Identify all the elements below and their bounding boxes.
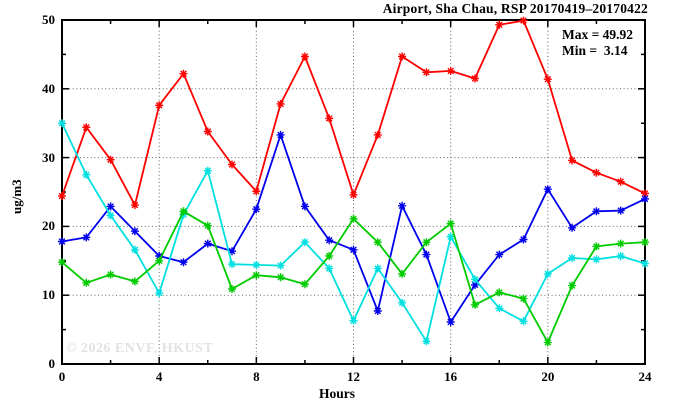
series-blue-markers	[58, 130, 649, 326]
min-value-label: Min = 3.14	[562, 43, 628, 58]
watermark: © 2026 ENVF, HKUST	[66, 341, 214, 356]
max-min-annotation: Max = 49.92 Min = 3.14	[562, 27, 633, 59]
max-value-label: Max = 49.92	[562, 27, 634, 42]
y-tick-label: 20	[42, 218, 55, 234]
x-axis-title: Hours	[318, 386, 355, 401]
y-tick-label: 50	[42, 12, 55, 27]
series-red-markers	[58, 16, 649, 210]
x-tick-label: 0	[58, 369, 66, 384]
x-tick-label: 16	[444, 369, 458, 384]
series-red-line	[61, 19, 646, 207]
y-tick-label: 0	[48, 356, 56, 371]
x-tick-label: 20	[541, 369, 555, 384]
y-tick-label: 30	[42, 149, 55, 165]
chart-title: Airport, Sha Chau, RSP 20170419–20170422	[382, 1, 648, 16]
y-tick-label: 40	[42, 80, 55, 96]
x-tick-label: 12	[347, 369, 360, 384]
series-green-markers	[58, 207, 649, 347]
x-tick-label: 4	[155, 369, 163, 384]
y-tick-label: 10	[42, 287, 55, 303]
x-tick-label: 8	[253, 369, 260, 384]
x-tick-label: 24	[638, 369, 652, 384]
